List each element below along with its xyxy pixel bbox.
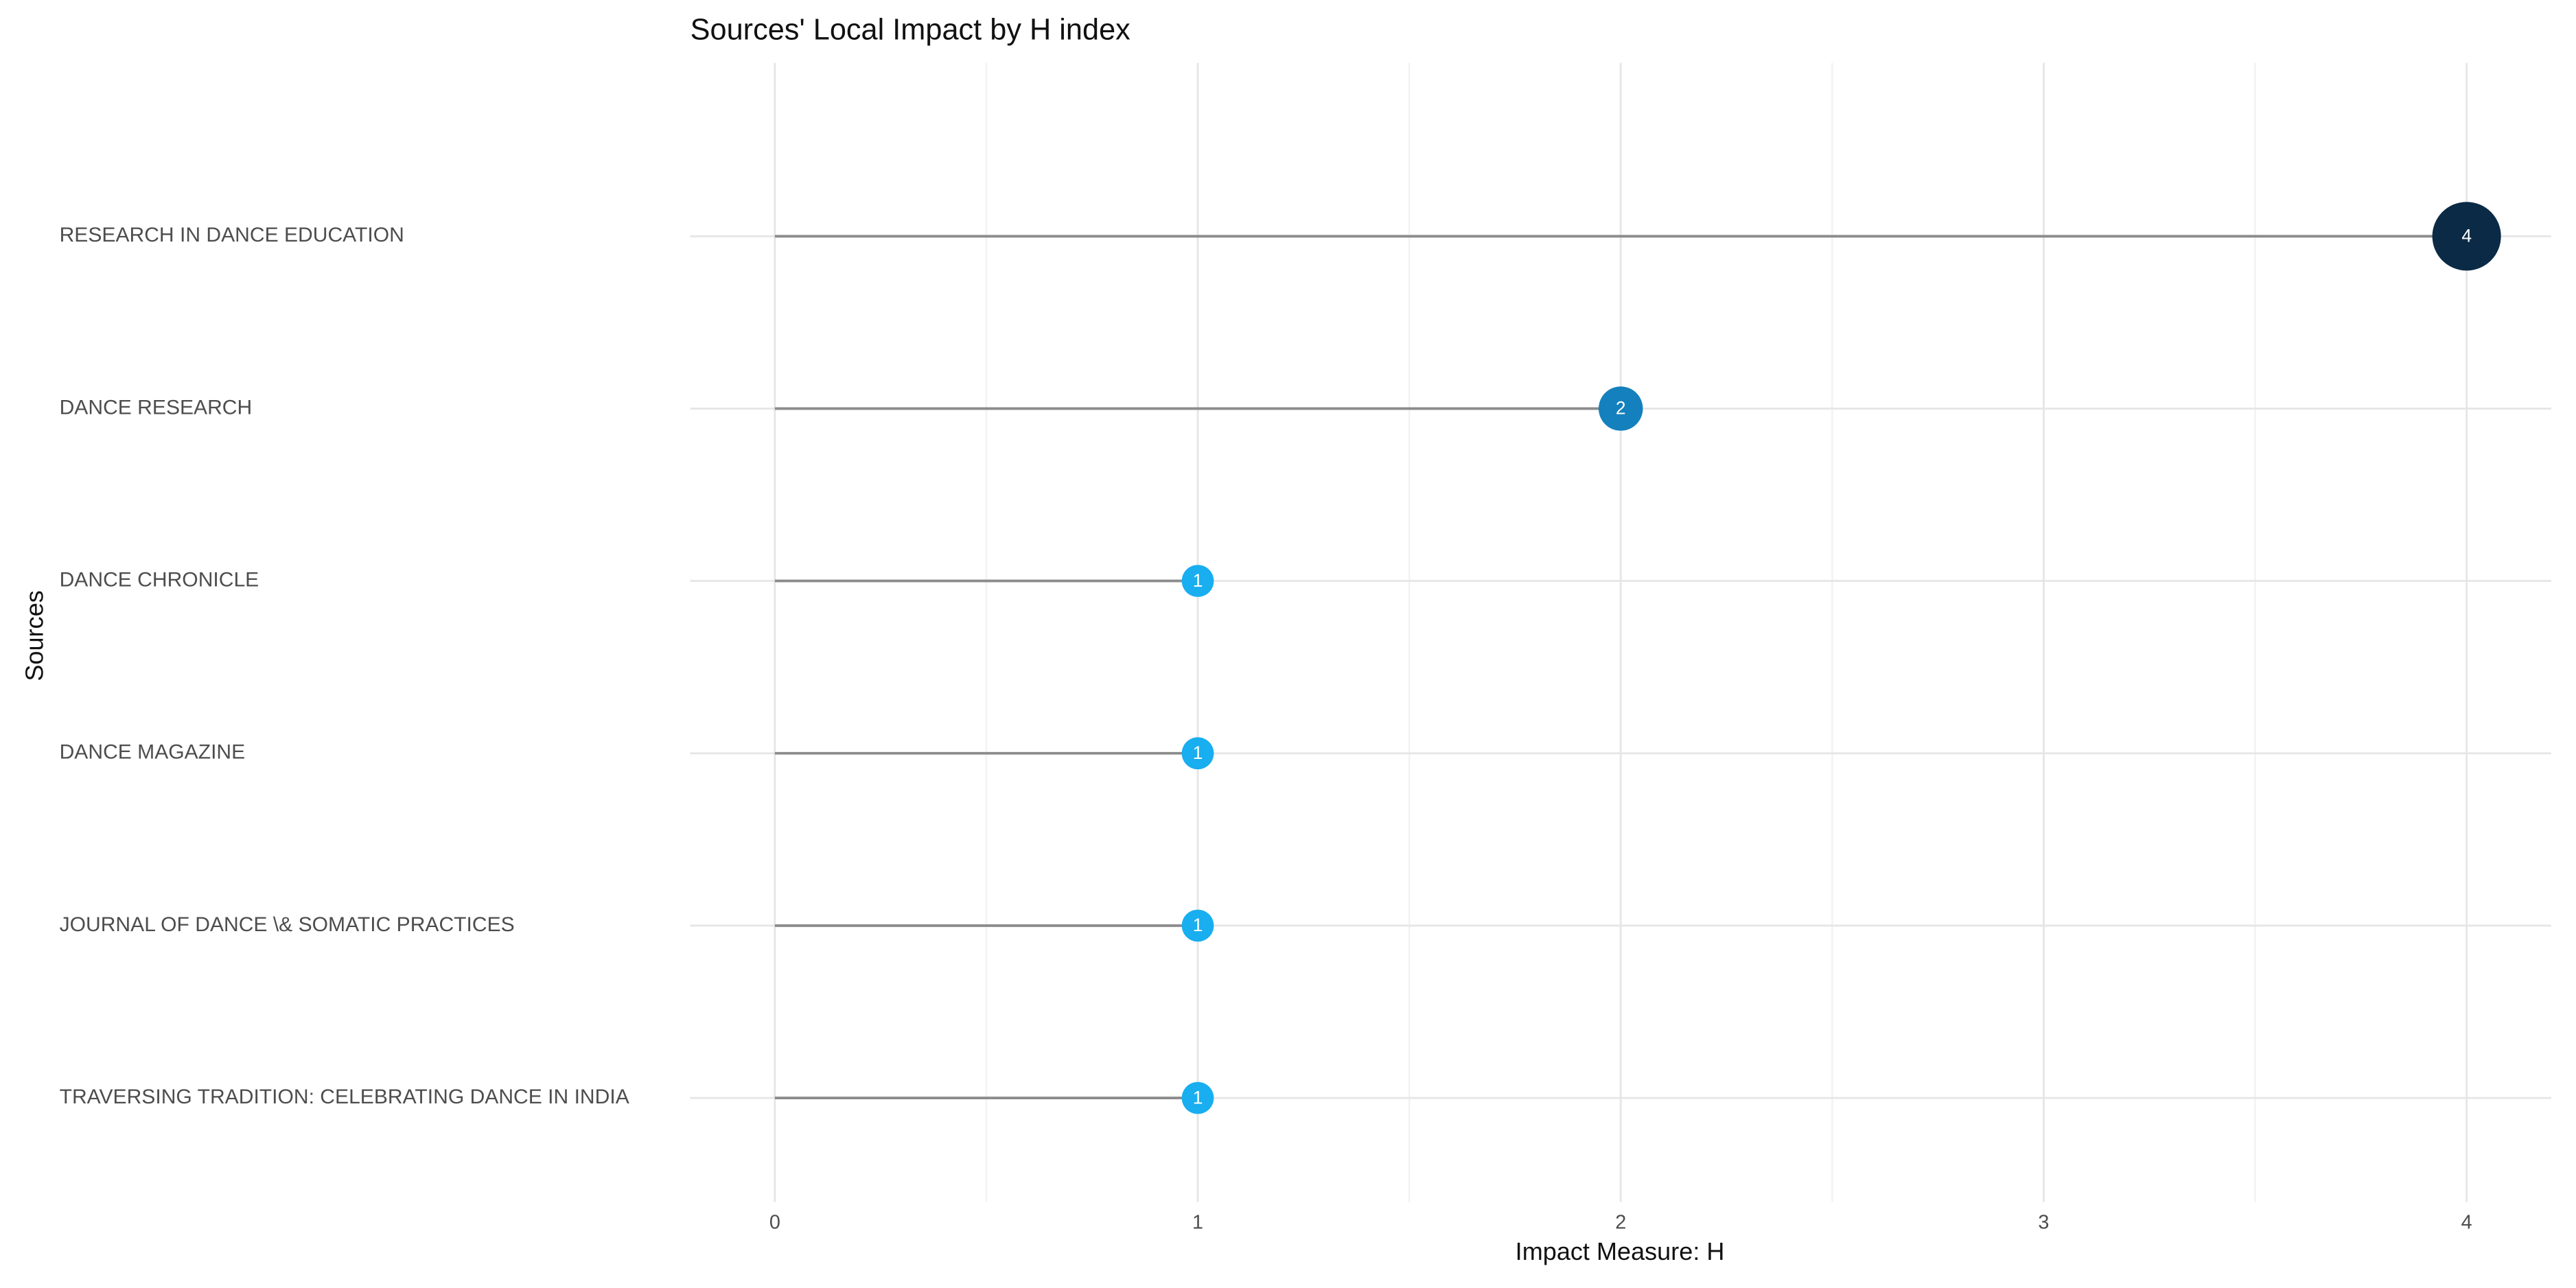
y-tick-label: DANCE RESEARCH [60, 396, 253, 419]
y-tick-label: DANCE MAGAZINE [60, 741, 246, 764]
x-tick-label: 4 [2461, 1212, 2472, 1234]
y-tick-label: JOURNAL OF DANCE \& SOMATIC PRACTICES [60, 913, 515, 936]
data-label: 1 [1193, 915, 1203, 935]
data-label: 1 [1193, 1087, 1203, 1108]
data-label: 1 [1193, 570, 1203, 591]
y-tick-label: DANCE CHRONICLE [60, 569, 259, 592]
data-label: 2 [1616, 398, 1626, 419]
point [1181, 909, 1214, 942]
point [1181, 565, 1214, 597]
y-tick-label: TRAVERSING TRADITION: CELEBRATING DANCE … [60, 1086, 629, 1108]
x-tick-label: 3 [2038, 1212, 2049, 1234]
x-tick-label: 0 [769, 1212, 780, 1234]
point [1599, 386, 1643, 431]
y-axis-title: Sources [20, 590, 48, 681]
chart-title: Sources' Local Impact by H index [691, 13, 1131, 46]
x-axis-title: Impact Measure: H [1516, 1237, 1725, 1265]
data-label: 4 [2461, 225, 2472, 246]
data-label: 1 [1193, 742, 1203, 763]
x-tick-label: 2 [1615, 1212, 1626, 1234]
point [1181, 737, 1214, 770]
point [2432, 202, 2501, 271]
x-tick-label: 1 [1192, 1212, 1203, 1234]
point [1181, 1081, 1214, 1114]
y-tick-label: RESEARCH IN DANCE EDUCATION [60, 224, 404, 246]
